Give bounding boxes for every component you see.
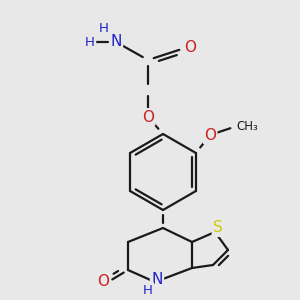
Text: H: H bbox=[85, 35, 95, 49]
Text: O: O bbox=[97, 274, 109, 290]
Text: N: N bbox=[151, 272, 163, 287]
Text: H: H bbox=[143, 284, 153, 296]
Text: CH₃: CH₃ bbox=[236, 119, 258, 133]
Text: S: S bbox=[213, 220, 223, 236]
Text: O: O bbox=[142, 110, 154, 124]
Text: O: O bbox=[204, 128, 216, 142]
Text: O: O bbox=[184, 40, 196, 56]
Text: N: N bbox=[110, 34, 122, 50]
Text: H: H bbox=[99, 22, 109, 34]
